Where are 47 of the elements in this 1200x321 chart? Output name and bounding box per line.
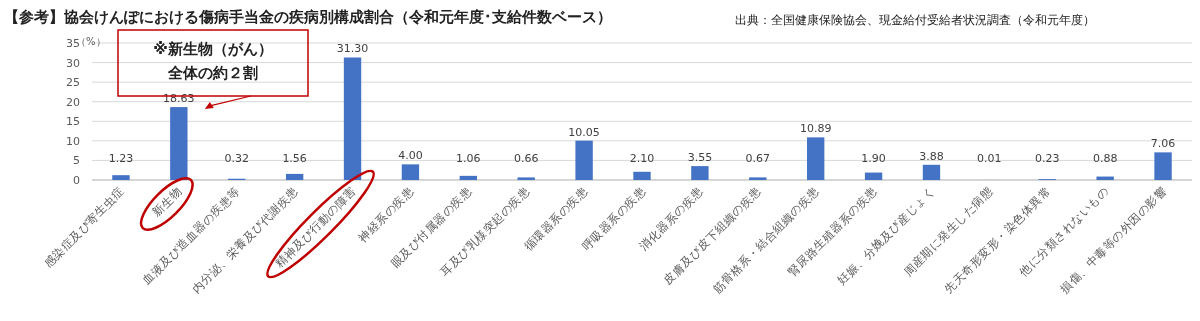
- y-tick-label: 30: [66, 56, 80, 70]
- data-label: 31.30: [336, 42, 369, 56]
- bar: [575, 140, 593, 180]
- bar: [749, 177, 767, 180]
- data-label: 3.55: [687, 151, 713, 165]
- bar: [1154, 152, 1172, 180]
- bar: [922, 164, 941, 180]
- data-label: 10.05: [568, 125, 600, 139]
- y-tick-label: 15: [66, 115, 80, 129]
- bar: [633, 171, 651, 180]
- x-tick-label: 感染症及び寄生虫症: [40, 184, 128, 271]
- data-label: 0.01: [977, 152, 1002, 166]
- x-tick-label: 新生物: [149, 184, 185, 220]
- data-label: 0.23: [1035, 152, 1060, 166]
- bar: [285, 173, 304, 180]
- y-tick-label: 5: [73, 154, 80, 168]
- y-tick-label: 20: [66, 95, 80, 109]
- source-note: 出典：全国健康保険協会、現金給付受給者状況調査（令和元年度）: [735, 13, 1095, 27]
- bar: [112, 175, 130, 180]
- y-tick-label: 25: [66, 76, 80, 90]
- data-label: 1.56: [282, 152, 307, 166]
- bar: [401, 164, 420, 180]
- data-label: 0.67: [745, 152, 771, 166]
- bar: [343, 57, 362, 180]
- data-label: 1.90: [861, 152, 886, 166]
- data-label: 1.06: [456, 152, 481, 166]
- data-label: 4.00: [398, 149, 423, 163]
- data-label: 0.66: [513, 152, 539, 166]
- data-label: 7.06: [1150, 137, 1176, 151]
- y-tick-label: 0: [73, 174, 80, 187]
- bar: [517, 177, 535, 180]
- data-label: 0.88: [1092, 152, 1118, 166]
- data-label: 1.23: [108, 152, 134, 166]
- data-label: 2.10: [629, 152, 655, 166]
- bar: [807, 137, 825, 180]
- bar: [1096, 176, 1114, 180]
- data-label: 3.88: [919, 149, 944, 163]
- data-label: 10.89: [799, 122, 832, 136]
- bar: [170, 107, 188, 180]
- data-label: 0.32: [224, 152, 249, 166]
- bar: [864, 172, 883, 180]
- y-tick-label: 35: [66, 37, 80, 50]
- chart-title: 【参考】協会けんぽにおける傷病手当金の疾病別構成割合（令和元年度･支給件数ベース）: [4, 8, 612, 26]
- y-tick-label: 10: [66, 134, 80, 148]
- bar: [691, 166, 709, 180]
- bar: [459, 175, 477, 180]
- annotation: ※新生物（がん）全体の約２割: [153, 40, 273, 82]
